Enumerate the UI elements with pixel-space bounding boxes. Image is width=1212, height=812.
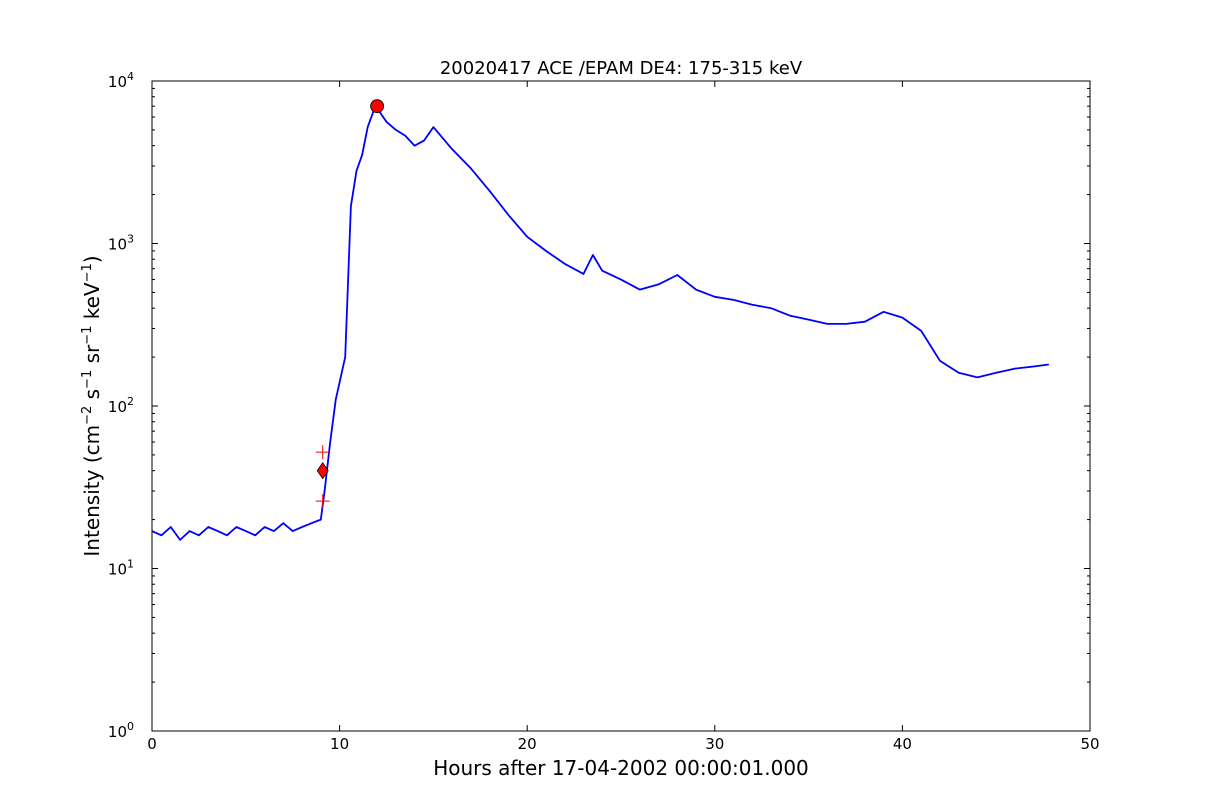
- y-label-exponent: −1: [80, 370, 95, 389]
- onset-marker: [316, 461, 329, 480]
- x-tick-label: 30: [705, 735, 724, 753]
- x-axis: 0 10 20 30 40 50: [147, 81, 1100, 753]
- plot-area: [152, 99, 1049, 541]
- y-tick-exponent: 1: [127, 558, 134, 571]
- y-axis-label: Intensity (cm−2 s−1 sr−1 keV−1): [80, 255, 104, 556]
- series-line-smoothed: [152, 107, 1049, 541]
- y-label-text: sr: [80, 344, 104, 370]
- y-label-exponent: −1: [80, 326, 95, 345]
- y-tick-exponent: 2: [127, 395, 134, 408]
- y-label-text: ): [80, 255, 104, 263]
- y-label-text: keV: [80, 282, 104, 326]
- x-tick-label: 10: [330, 735, 349, 753]
- onset-upper-marker: [315, 445, 330, 460]
- x-axis-label: Hours after 17-04-2002 00:00:01.000: [433, 756, 809, 780]
- x-tick-label: 40: [893, 735, 912, 753]
- y-label-exponent: −1: [80, 263, 95, 282]
- y-tick-exponent: 3: [127, 233, 134, 246]
- y-label-exponent: −2: [80, 406, 95, 425]
- y-label-text: Intensity (cm: [80, 425, 104, 557]
- y-label-text: s: [80, 389, 104, 406]
- x-tick-label: 20: [518, 735, 537, 753]
- peak-marker: [370, 99, 385, 114]
- y-tick-exponent: 0: [127, 720, 134, 733]
- x-tick-label: 50: [1080, 735, 1099, 753]
- y-tick-exponent: 4: [127, 70, 134, 83]
- x-tick-label: 0: [147, 735, 157, 753]
- chart-title: 20020417 ACE /EPAM DE4: 175-315 keV: [440, 58, 803, 79]
- onset-lower-marker: [315, 494, 330, 509]
